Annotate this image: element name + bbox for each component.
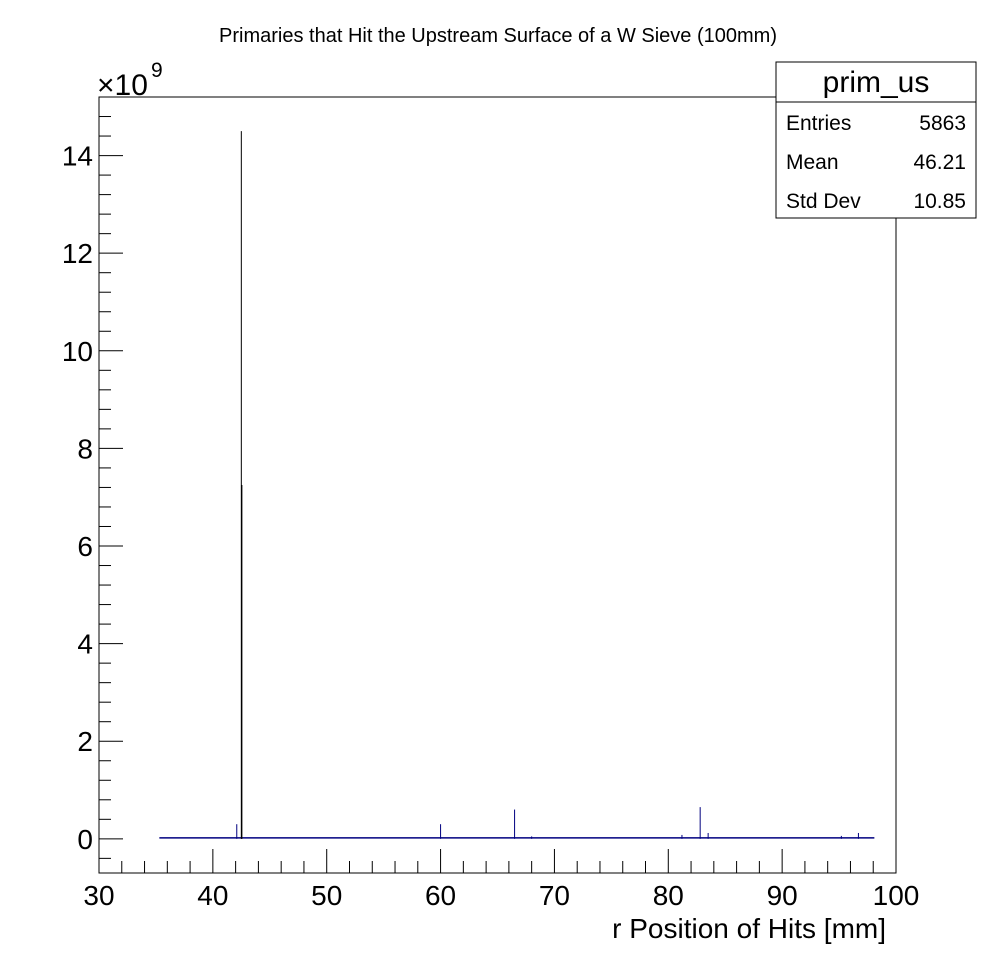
y-tick-label: 2 — [77, 726, 93, 757]
plot-frame — [98, 96, 897, 874]
x-tick-label: 30 — [83, 880, 114, 911]
y-multiplier-base: ×10 — [97, 69, 148, 102]
stats-entries-label: Entries — [786, 112, 851, 135]
x-axis-title: r Position of Hits [mm] — [612, 913, 886, 944]
stats-box-frame — [775, 61, 977, 219]
y-tick-label: 6 — [77, 531, 93, 562]
histogram-series — [159, 131, 875, 839]
x-tick-label: 80 — [653, 880, 684, 911]
stats-box: prim_us Entries 5863 Mean 46.21 Std Dev … — [775, 61, 977, 219]
y-tick-label: 10 — [62, 336, 93, 367]
y-tick-label: 12 — [62, 238, 93, 269]
stats-entries-value: 5863 — [919, 112, 966, 135]
x-axis-tick-labels: 30 40 50 60 70 80 90 100 — [83, 880, 919, 911]
y-tick-label: 0 — [77, 824, 93, 855]
x-tick-label: 60 — [425, 880, 456, 911]
y-axis-multiplier: ×10 9 — [97, 59, 163, 102]
x-tick-label: 70 — [539, 880, 570, 911]
x-tick-label: 50 — [311, 880, 342, 911]
stats-stddev-label: Std Dev — [786, 190, 861, 213]
y-tick-label: 8 — [77, 433, 93, 464]
x-tick-label: 40 — [197, 880, 228, 911]
stats-box-title: prim_us — [823, 66, 930, 99]
y-tick-label: 4 — [77, 629, 93, 660]
x-axis-major-ticks — [98, 849, 897, 873]
y-tick-label: 14 — [62, 141, 93, 172]
stats-mean-label: Mean — [786, 151, 839, 174]
stats-mean-value: 46.21 — [913, 151, 966, 174]
chart-title: Primaries that Hit the Upstream Surface … — [219, 25, 777, 47]
y-multiplier-exponent: 9 — [151, 59, 163, 82]
x-tick-label: 90 — [767, 880, 798, 911]
y-axis-tick-labels: 0 2 4 6 8 10 12 14 — [62, 141, 93, 855]
x-axis-minor-ticks — [121, 861, 874, 873]
x-tick-label: 100 — [873, 880, 920, 911]
y-axis-major-ticks — [99, 155, 123, 840]
y-axis-minor-ticks — [99, 116, 111, 859]
stats-stddev-value: 10.85 — [913, 190, 966, 213]
